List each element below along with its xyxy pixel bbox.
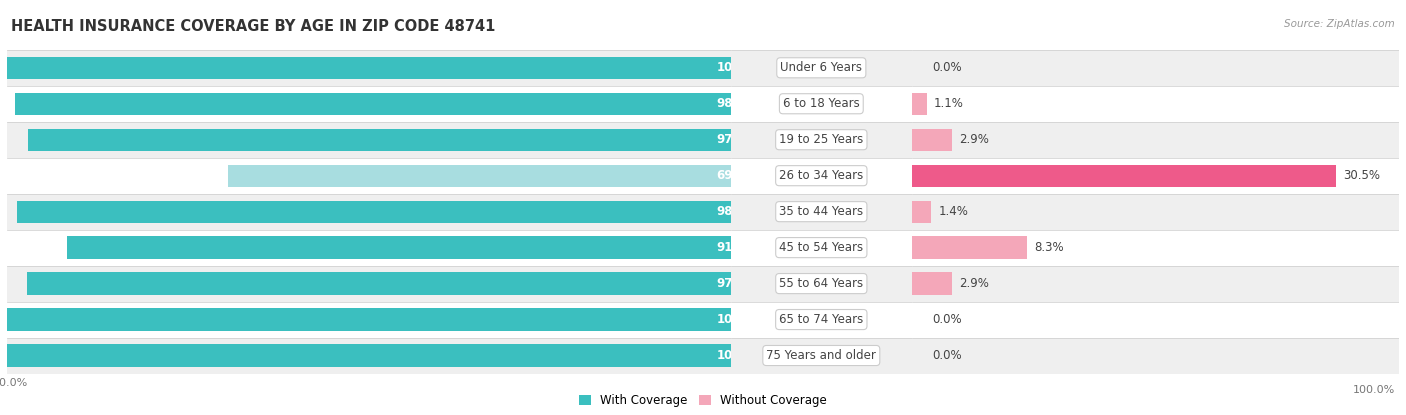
Legend: With Coverage, Without Coverage: With Coverage, Without Coverage	[579, 394, 827, 407]
Bar	[67, 237, 731, 259]
Bar	[731, 50, 911, 86]
Text: 98.6%: 98.6%	[717, 205, 758, 218]
Bar	[7, 302, 731, 337]
Bar	[731, 337, 911, 374]
Bar	[17, 200, 731, 223]
Bar	[7, 86, 731, 122]
Bar	[911, 194, 1399, 229]
Bar	[911, 229, 1399, 266]
Bar	[7, 194, 731, 229]
Bar	[27, 272, 731, 295]
Text: 97.2%: 97.2%	[717, 277, 758, 290]
Bar	[731, 266, 911, 302]
Bar	[911, 272, 952, 295]
Text: 100.0%: 100.0%	[1353, 385, 1395, 395]
Text: 30.5%: 30.5%	[1343, 169, 1381, 182]
Text: 19 to 25 Years: 19 to 25 Years	[779, 133, 863, 146]
Text: 0.0%: 0.0%	[932, 349, 962, 362]
Text: 1.4%: 1.4%	[938, 205, 969, 218]
Bar	[28, 129, 731, 151]
Bar	[911, 266, 1399, 302]
Text: 0.0%: 0.0%	[932, 61, 962, 74]
Bar	[228, 164, 731, 187]
Text: 97.1%: 97.1%	[717, 133, 758, 146]
Bar	[911, 50, 1399, 86]
Text: 8.3%: 8.3%	[1035, 241, 1064, 254]
Bar	[7, 266, 731, 302]
Text: 2.9%: 2.9%	[959, 133, 988, 146]
Bar	[7, 344, 731, 367]
Text: 26 to 34 Years: 26 to 34 Years	[779, 169, 863, 182]
Bar	[911, 86, 1399, 122]
Text: HEALTH INSURANCE COVERAGE BY AGE IN ZIP CODE 48741: HEALTH INSURANCE COVERAGE BY AGE IN ZIP …	[11, 19, 496, 34]
Bar	[731, 86, 911, 122]
Text: 100.0%: 100.0%	[717, 349, 765, 362]
Text: 0.0%: 0.0%	[932, 313, 962, 326]
Bar	[7, 308, 731, 331]
Bar	[911, 302, 1399, 337]
Bar	[7, 50, 731, 86]
Text: 65 to 74 Years: 65 to 74 Years	[779, 313, 863, 326]
Bar	[731, 158, 911, 194]
Bar	[911, 158, 1399, 194]
Bar	[911, 129, 952, 151]
Bar	[731, 122, 911, 158]
Bar	[7, 158, 731, 194]
Text: 2.9%: 2.9%	[959, 277, 988, 290]
Text: 69.5%: 69.5%	[717, 169, 758, 182]
Text: 91.7%: 91.7%	[717, 241, 758, 254]
Text: 55 to 64 Years: 55 to 64 Years	[779, 277, 863, 290]
Bar	[911, 200, 931, 223]
Text: 75 Years and older: 75 Years and older	[766, 349, 876, 362]
Bar	[15, 93, 731, 115]
Text: 100.0%: 100.0%	[717, 313, 765, 326]
Text: Source: ZipAtlas.com: Source: ZipAtlas.com	[1284, 19, 1395, 29]
Text: Under 6 Years: Under 6 Years	[780, 61, 862, 74]
Bar	[7, 56, 731, 79]
Bar	[7, 337, 731, 374]
Bar	[911, 93, 927, 115]
Bar	[731, 194, 911, 229]
Bar	[731, 302, 911, 337]
Bar	[911, 237, 1028, 259]
Bar	[7, 229, 731, 266]
Text: 98.9%: 98.9%	[717, 97, 758, 110]
Bar	[911, 164, 1336, 187]
Text: 6 to 18 Years: 6 to 18 Years	[783, 97, 859, 110]
Text: 100.0%: 100.0%	[717, 61, 765, 74]
Bar	[911, 122, 1399, 158]
Text: 1.1%: 1.1%	[934, 97, 965, 110]
Bar	[911, 337, 1399, 374]
Text: 35 to 44 Years: 35 to 44 Years	[779, 205, 863, 218]
Text: 45 to 54 Years: 45 to 54 Years	[779, 241, 863, 254]
Bar	[731, 229, 911, 266]
Bar	[7, 122, 731, 158]
